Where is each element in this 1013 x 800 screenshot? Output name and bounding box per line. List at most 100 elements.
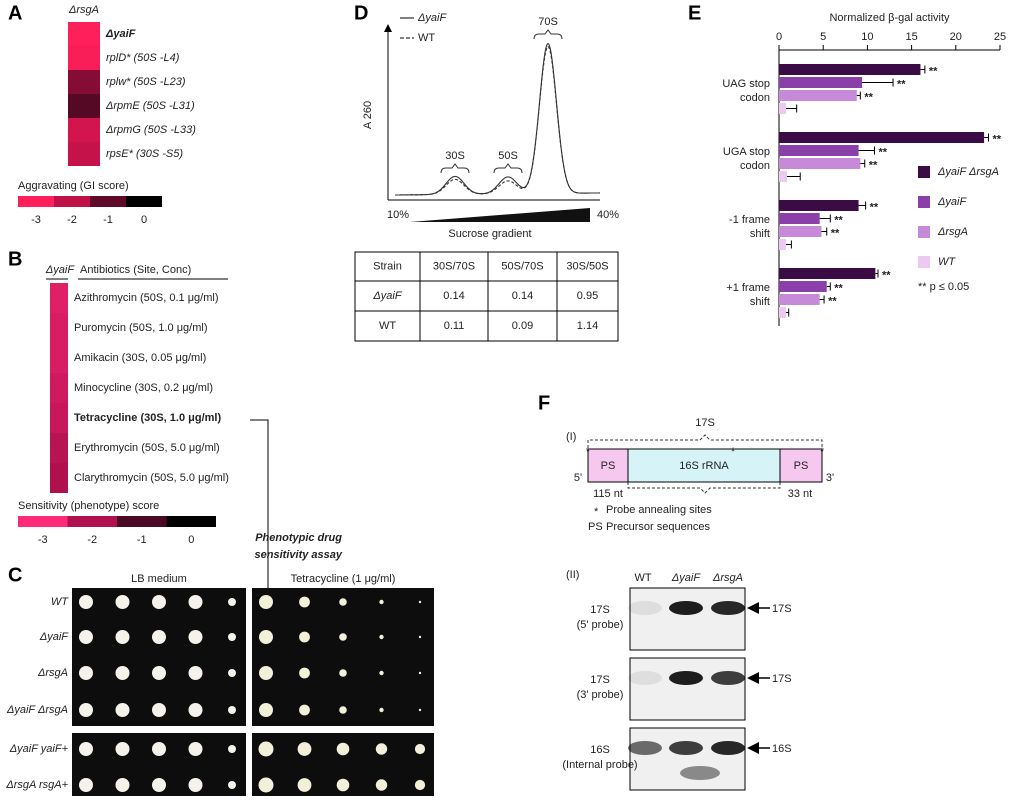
table-cell: 0.95 <box>577 290 598 302</box>
colony-spot <box>79 703 93 717</box>
blot-label-line: (Internal probe) <box>562 759 637 771</box>
colorbar-title: Sensitivity (phenotype) score <box>18 500 159 512</box>
profile-curve <box>395 42 601 196</box>
probe-star: * <box>586 446 591 458</box>
colony-spot <box>418 635 422 639</box>
colorbar-cell <box>90 196 126 207</box>
category-line: -1 frame <box>729 214 770 226</box>
peak-label: 70S <box>538 16 558 28</box>
blot-label-line: 16S <box>590 744 610 756</box>
error-bar <box>858 201 867 210</box>
strain-label: ΔrsgA <box>37 667 68 679</box>
colorbar-cell <box>54 196 90 207</box>
lane-label: ΔrsgA <box>712 572 743 584</box>
heatmap-cell <box>68 70 100 94</box>
category-line: shift <box>750 296 770 308</box>
colony-spot <box>414 743 426 755</box>
bar <box>779 77 863 88</box>
bar <box>779 213 820 224</box>
colony-spot <box>79 778 93 792</box>
error-bar <box>984 133 990 142</box>
medium-label: LB medium <box>131 573 187 585</box>
category-label: UGA stop codon <box>723 146 770 172</box>
category-line: codon <box>740 160 770 172</box>
colony-spot <box>79 666 93 680</box>
band <box>711 671 745 685</box>
colony-spot <box>379 634 384 640</box>
box-label: PS <box>601 460 616 472</box>
significance-label: ** <box>929 65 938 77</box>
heatmap-cell <box>50 463 68 493</box>
category-label: +1 frame shift <box>726 282 770 308</box>
error-bar <box>826 282 831 291</box>
bar <box>779 171 787 182</box>
significance-label: ** <box>882 269 891 281</box>
colorbar-tick: 0 <box>188 534 194 546</box>
heatmap-cell <box>50 373 68 403</box>
significance-label: ** <box>993 133 1002 145</box>
heatmap-cell <box>50 283 68 313</box>
arrow <box>250 419 272 612</box>
colorbar-tick: 0 <box>141 214 147 226</box>
colony-spot <box>228 669 236 677</box>
panel-label: E <box>688 2 701 24</box>
probe-star: * <box>820 446 825 458</box>
panel-label: A <box>8 2 22 24</box>
table-border <box>354 251 619 342</box>
legend-label: ΔyaiF ΔrsgA <box>937 166 999 178</box>
colony-spot <box>152 778 166 792</box>
legend-swatch <box>918 226 930 238</box>
colony-spot <box>375 743 388 755</box>
error-bar <box>786 172 801 181</box>
legend-swatch <box>918 196 930 208</box>
legend-label: ΔrsgA <box>937 226 968 238</box>
legend-symbol: PS <box>588 521 603 533</box>
colony-spot <box>228 781 236 789</box>
colony-spot <box>188 778 203 792</box>
significance-label: ** <box>878 146 887 158</box>
x-tick-label: 5 <box>820 31 826 43</box>
blot <box>629 587 746 651</box>
colorbar-tick: -1 <box>103 214 113 226</box>
colony-spot <box>299 704 310 716</box>
colony-spot <box>115 742 130 756</box>
colony-spot <box>297 742 312 756</box>
error-bar <box>860 159 866 168</box>
panel-label: B <box>8 248 22 270</box>
probe-star: * <box>731 446 736 458</box>
category-label: -1 frame shift <box>729 214 770 240</box>
row-label: Erythromycin (50S, 5.0 μg/ml) <box>74 442 220 454</box>
legend-label: WT <box>418 32 435 44</box>
bar <box>779 145 859 156</box>
colony-spot <box>258 741 274 757</box>
row-label: Minocycline (30S, 0.2 μg/ml) <box>74 382 213 394</box>
length-label: 33 nt <box>788 488 812 500</box>
arrow-text: Phenotypic drug <box>255 532 342 544</box>
medium-label: Tetracycline (1 μg/ml) <box>291 573 396 585</box>
bar <box>779 200 859 211</box>
band-label: 17S <box>772 673 792 685</box>
bar <box>779 90 857 101</box>
table-header: 30S/50S <box>566 260 608 272</box>
blot-label-line: (3' probe) <box>577 689 624 701</box>
significance-label: ** <box>870 201 879 213</box>
error-bar <box>920 65 926 74</box>
x-tick-label: 15 <box>905 31 917 43</box>
colorbar-cell <box>117 516 167 527</box>
colony-spot <box>188 595 203 609</box>
colony-spot <box>115 703 130 717</box>
error-bar <box>786 308 790 317</box>
category-line: +1 frame <box>726 282 770 294</box>
panel-label: D <box>354 2 368 24</box>
colony-spot <box>152 630 166 644</box>
legend-label: WT <box>938 256 956 268</box>
colony-spot <box>259 666 273 680</box>
table-header: Strain <box>373 260 402 272</box>
colony-spot <box>336 778 350 792</box>
table-cell: 1.14 <box>577 320 598 332</box>
heatmap-cell <box>50 343 68 373</box>
category-line: codon <box>740 92 770 104</box>
colony-spot <box>299 631 310 643</box>
bar <box>779 158 861 169</box>
